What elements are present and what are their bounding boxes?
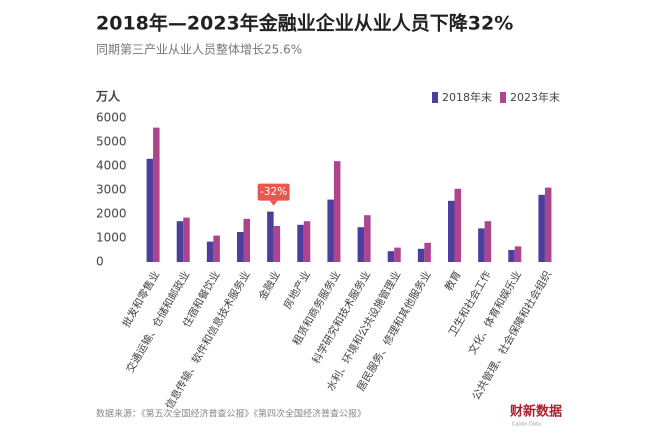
bar	[387, 251, 395, 262]
source: 数据来源：《第五次全国经济普查公报》《第四次全国经济普查公报》	[96, 408, 366, 420]
y-tick-label: 2000	[96, 207, 127, 221]
bar	[303, 221, 311, 262]
legend-label: 2023年末	[510, 90, 560, 104]
annotation-box	[257, 183, 290, 201]
bar	[448, 200, 455, 262]
bar	[514, 246, 522, 262]
bar	[206, 241, 214, 262]
bar	[424, 242, 431, 262]
annotation-pointer	[269, 200, 278, 206]
bar	[146, 158, 154, 262]
legend-swatch	[432, 92, 438, 103]
logo-sub: Caixin Data	[512, 422, 541, 428]
bar	[273, 226, 281, 262]
bar	[176, 221, 184, 262]
bar	[237, 232, 244, 262]
annotation: -32%	[260, 186, 287, 198]
legend-swatch	[500, 92, 506, 103]
bar	[243, 218, 250, 262]
bar	[484, 221, 492, 262]
chart-subtitle: 同期第三产业从业人员整体增长25.6%	[96, 42, 302, 57]
legend-label: 2018年末	[442, 90, 492, 104]
bar	[183, 217, 190, 262]
bar	[538, 194, 545, 262]
bar	[357, 227, 365, 262]
y-tick-label: 1000	[96, 231, 127, 245]
bar	[364, 215, 371, 262]
logo: 财新数据	[510, 404, 562, 420]
bar	[267, 211, 274, 262]
bar	[213, 235, 220, 262]
bar	[454, 188, 461, 262]
y-tick-label: 5000	[96, 135, 127, 149]
bar	[508, 250, 515, 262]
bar	[333, 161, 341, 262]
bar	[327, 199, 334, 262]
chart-title: 2018年—2023年金融业企业从业人员下降32%	[96, 12, 513, 35]
y-tick-label: 6000	[96, 111, 127, 125]
y-axis-label: 万人	[95, 89, 121, 104]
bar	[153, 127, 160, 262]
y-tick-label: 3000	[96, 183, 127, 197]
bar	[417, 248, 425, 262]
bar	[297, 224, 304, 262]
bar	[544, 187, 552, 262]
bar	[394, 247, 401, 262]
bar	[478, 228, 485, 262]
y-tick-label: 4000	[96, 159, 127, 173]
y-tick-label: 0	[96, 255, 104, 269]
